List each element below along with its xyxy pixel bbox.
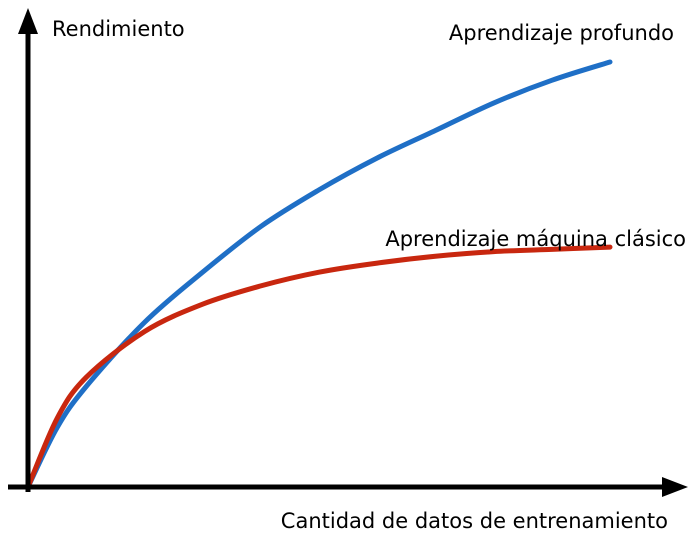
x-axis-arrowhead — [662, 477, 688, 497]
series-line-classic-ml — [25, 244, 613, 490]
series-label-classic-ml: Aprendizaje máquina clásico — [385, 227, 686, 251]
series-layer — [25, 59, 613, 490]
y-axis-label: Rendimiento — [52, 17, 185, 41]
y-axis-arrowhead — [18, 8, 38, 34]
series-label-deep-learning: Aprendizaje profundo — [449, 21, 674, 45]
x-axis-label: Cantidad de datos de entrenamiento — [281, 509, 668, 533]
series-line-deep-learning — [25, 59, 613, 490]
